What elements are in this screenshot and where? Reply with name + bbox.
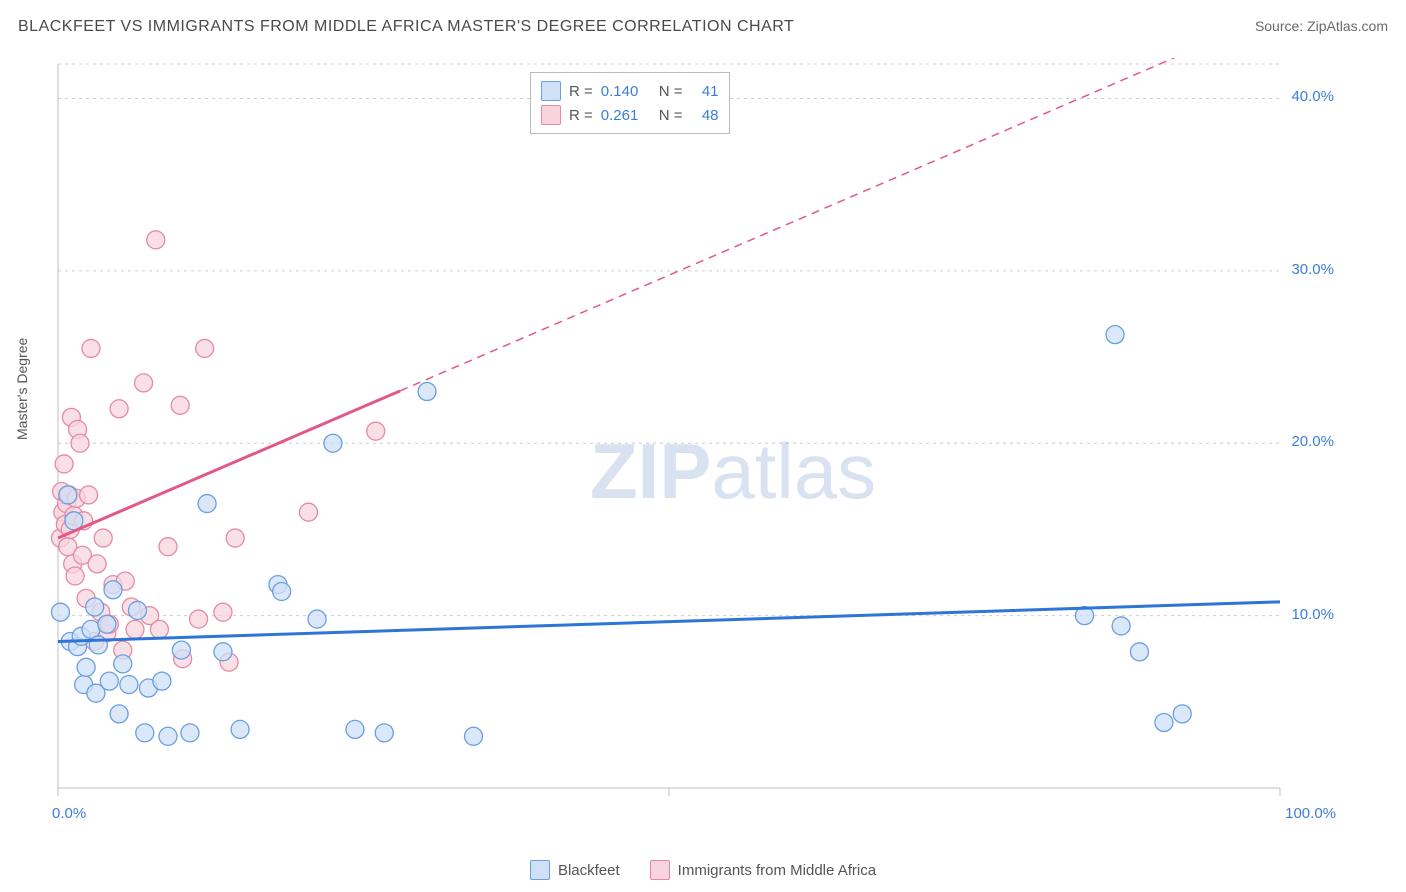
plot-area: ZIPatlas R =0.140N =41R =0.261N =48 10.0… <box>50 58 1340 818</box>
stats-legend-row: R =0.261N =48 <box>541 103 719 127</box>
legend-label: Blackfeet <box>558 862 620 879</box>
scatter-chart <box>50 58 1340 818</box>
legend-swatch <box>541 81 561 101</box>
y-axis-label: Master's Degree <box>14 338 30 440</box>
legend-label: Immigrants from Middle Africa <box>678 862 876 879</box>
source-label: Source: ZipAtlas.com <box>1255 18 1388 34</box>
series-legend: Blackfeet Immigrants from Middle Africa <box>0 860 1406 880</box>
chart-title: BLACKFEET VS IMMIGRANTS FROM MIDDLE AFRI… <box>18 18 794 36</box>
stats-legend-box: R =0.140N =41R =0.261N =48 <box>530 72 730 134</box>
y-tick-label: 10.0% <box>1291 606 1334 623</box>
legend-swatch <box>650 860 670 880</box>
legend-swatch <box>530 860 550 880</box>
y-tick-label: 30.0% <box>1291 261 1334 278</box>
legend-swatch <box>541 105 561 125</box>
x-tick-100: 100.0% <box>1285 805 1336 822</box>
stats-legend-row: R =0.140N =41 <box>541 79 719 103</box>
y-tick-label: 20.0% <box>1291 433 1334 450</box>
y-tick-label: 40.0% <box>1291 88 1334 105</box>
x-tick-0: 0.0% <box>52 805 86 822</box>
legend-item-immigrants: Immigrants from Middle Africa <box>650 860 876 880</box>
legend-item-blackfeet: Blackfeet <box>530 860 620 880</box>
